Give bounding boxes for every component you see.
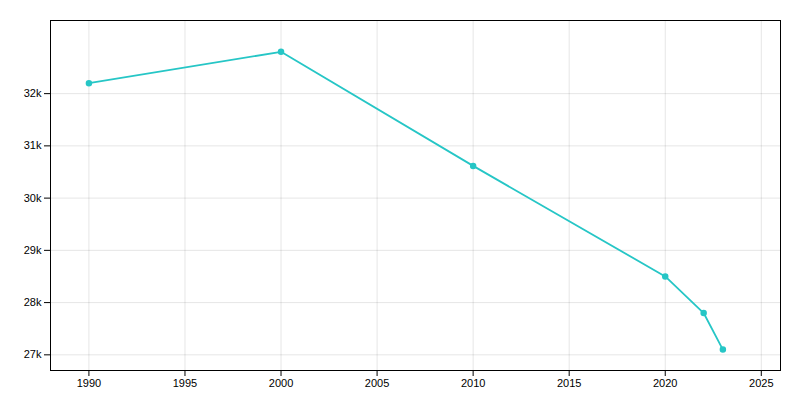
svg-text:31k: 31k	[24, 139, 42, 151]
svg-text:2005: 2005	[365, 377, 389, 389]
svg-text:27k: 27k	[24, 348, 42, 360]
svg-text:2025: 2025	[749, 377, 773, 389]
svg-text:32k: 32k	[24, 87, 42, 99]
svg-text:28k: 28k	[24, 296, 42, 308]
svg-text:2000: 2000	[269, 377, 293, 389]
svg-text:29k: 29k	[24, 244, 42, 256]
svg-text:2020: 2020	[653, 377, 677, 389]
svg-text:2015: 2015	[557, 377, 581, 389]
svg-text:30k: 30k	[24, 192, 42, 204]
svg-text:1995: 1995	[173, 377, 197, 389]
svg-text:1990: 1990	[77, 377, 101, 389]
svg-text:2010: 2010	[461, 377, 485, 389]
